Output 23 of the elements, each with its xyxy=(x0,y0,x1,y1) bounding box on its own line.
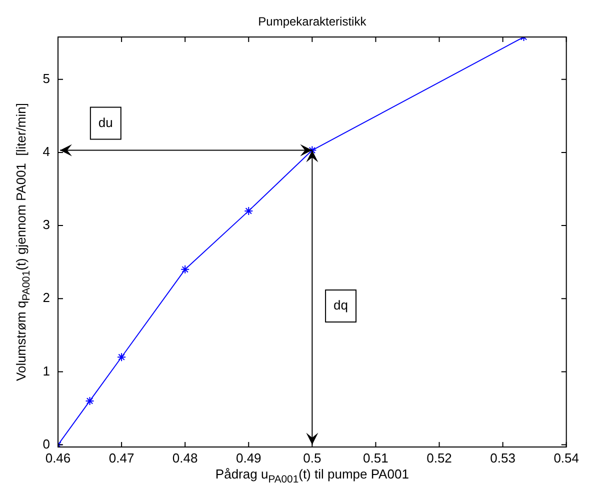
annotation: du xyxy=(98,114,113,130)
x-tick-label: 0.51 xyxy=(363,450,388,466)
annotation: dq xyxy=(334,298,348,313)
point xyxy=(117,352,126,362)
y-axis-title: Volumstrøm qPA001(t) gjennom PA001 [liter/min] xyxy=(14,102,32,381)
y-tick-label: 4 xyxy=(42,144,50,160)
chart-title: Pumpekarakteristikk xyxy=(258,14,368,28)
point xyxy=(180,264,190,274)
x-tick-label: 0.53 xyxy=(490,450,516,466)
x-tick-label: 0.46 xyxy=(45,450,71,466)
point xyxy=(85,396,94,406)
point xyxy=(244,206,254,216)
x-tick-label: 0.47 xyxy=(108,450,134,466)
y-tick-label: 2 xyxy=(42,290,50,306)
x-tick-label: 0.5 xyxy=(303,450,322,466)
x-tick-label: 0.49 xyxy=(236,450,262,466)
x-tick-label: 0.54 xyxy=(554,450,580,466)
y-tick-label: 0 xyxy=(42,436,50,452)
y-tick-label: 3 xyxy=(42,217,50,232)
y-tick-label: 1 xyxy=(42,363,50,378)
x-tick-label: 0.52 xyxy=(426,450,452,466)
x-tick-label: 0.48 xyxy=(172,450,198,466)
y-tick-label: 5 xyxy=(42,70,50,86)
